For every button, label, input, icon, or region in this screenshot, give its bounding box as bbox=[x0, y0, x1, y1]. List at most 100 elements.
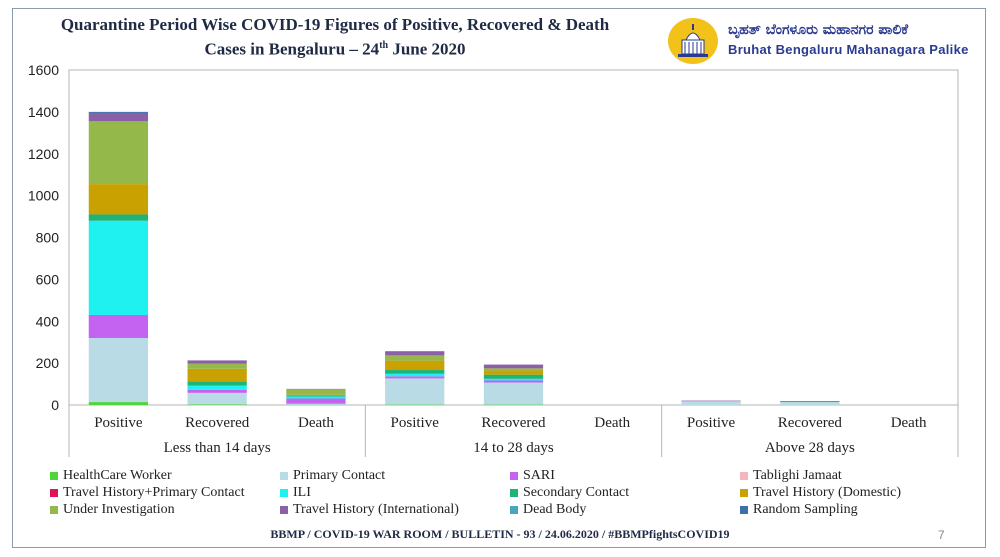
bar-segment bbox=[187, 381, 247, 386]
legend-swatch bbox=[510, 489, 518, 497]
legend-item: Travel History (International) bbox=[280, 502, 459, 518]
legend-item: Tablighi Jamaat bbox=[740, 468, 842, 484]
bar-segment bbox=[286, 396, 346, 399]
legend-swatch bbox=[280, 472, 288, 480]
bar-segment bbox=[385, 370, 445, 374]
legend-swatch bbox=[740, 472, 748, 480]
legend-label: Under Investigation bbox=[63, 502, 175, 517]
bar-segment bbox=[88, 214, 149, 221]
legend-item: HealthCare Worker bbox=[50, 468, 172, 484]
legend-item: Dead Body bbox=[510, 502, 586, 518]
y-tick-label: 1200 bbox=[28, 146, 59, 162]
bar-segment bbox=[483, 374, 544, 379]
bar-segment bbox=[681, 401, 741, 405]
x-category-label: Positive bbox=[687, 415, 736, 431]
bar-segment bbox=[88, 121, 149, 185]
bar-segment bbox=[483, 364, 544, 369]
title-line-1: Quarantine Period Wise COVID-19 Figures … bbox=[60, 15, 610, 34]
y-tick-label: 200 bbox=[36, 355, 60, 371]
bar-segment bbox=[385, 376, 445, 379]
x-category-label: Death bbox=[594, 415, 630, 431]
legend-label: Travel History (Domestic) bbox=[753, 485, 902, 500]
x-group-label: 14 to 28 days bbox=[473, 440, 554, 456]
logo-kannada-text: ಬೃಹತ್ ಬೆಂಗಳೂರು ಮಹಾನಗರ ಪಾಲಿಕೆ bbox=[728, 22, 909, 38]
legend-item: ILI bbox=[280, 485, 311, 501]
legend-swatch bbox=[280, 489, 288, 497]
legend-swatch bbox=[280, 506, 288, 514]
legend-item: Random Sampling bbox=[740, 502, 858, 518]
x-category-label: Death bbox=[298, 415, 334, 431]
bar-segment bbox=[286, 395, 346, 397]
y-tick-label: 1000 bbox=[28, 188, 59, 204]
bar-segment bbox=[780, 401, 840, 402]
legend-swatch bbox=[50, 472, 58, 480]
x-category-label: Recovered bbox=[185, 415, 250, 431]
bar-segment bbox=[385, 378, 445, 405]
bar-segment bbox=[780, 402, 840, 405]
legend-swatch bbox=[50, 506, 58, 514]
bar-segment bbox=[483, 378, 544, 381]
bar-segment bbox=[385, 360, 445, 371]
legend-label: Random Sampling bbox=[753, 502, 858, 517]
legend-label: HealthCare Worker bbox=[63, 468, 172, 483]
bar-segment bbox=[187, 404, 247, 405]
bbmp-logo: ಬೃಹತ್ ಬೆಂಗಳೂರು ಮಹಾನಗರ ಪಾಲಿಕೆ Bruhat Beng… bbox=[668, 18, 968, 64]
bar-segment bbox=[681, 400, 741, 402]
x-category-label: Recovered bbox=[481, 415, 546, 431]
legend-item: SARI bbox=[510, 468, 555, 484]
bar-segment bbox=[187, 363, 247, 369]
legend-item: Travel History+Primary Contact bbox=[50, 485, 245, 501]
bar-segment bbox=[187, 368, 247, 382]
bar-segment bbox=[483, 370, 544, 375]
bar-segment bbox=[385, 355, 445, 361]
y-tick-label: 1600 bbox=[28, 62, 59, 78]
chart-legend: HealthCare Worker Primary Contact SARI Tabl… bbox=[50, 468, 950, 520]
legend-label: ILI bbox=[293, 485, 311, 500]
footer-text: BBMP / COVID-19 WAR ROOM / BULLETIN - 93… bbox=[270, 527, 730, 541]
legend-swatch bbox=[50, 489, 58, 497]
bar-segment bbox=[286, 389, 346, 395]
legend-label: Travel History (International) bbox=[293, 502, 459, 517]
legend-item: Primary Contact bbox=[280, 468, 385, 484]
bar-segment bbox=[483, 380, 544, 383]
x-category-label: Death bbox=[891, 415, 927, 431]
x-category-label: Positive bbox=[94, 415, 143, 431]
stacked-bar-chart: 0 200 400 600 800 1000 1200 1400 1600 Positive Rec… bbox=[28, 62, 959, 457]
bar-segment bbox=[286, 398, 346, 404]
page-number: 7 bbox=[938, 528, 945, 542]
legend-swatch bbox=[510, 472, 518, 480]
bar-segment bbox=[385, 373, 445, 377]
bar-segment bbox=[187, 392, 247, 405]
bar-segment bbox=[483, 382, 544, 405]
plot-area-border bbox=[68, 69, 959, 406]
bar-segment bbox=[88, 220, 149, 315]
legend-label: Primary Contact bbox=[293, 468, 386, 483]
legend-swatch bbox=[510, 506, 518, 514]
bar-segment bbox=[88, 402, 149, 405]
bar-segment bbox=[187, 389, 247, 393]
legend-label: Dead Body bbox=[523, 502, 587, 517]
x-category-label: Recovered bbox=[778, 415, 843, 431]
y-tick-label: 0 bbox=[51, 397, 59, 413]
legend-swatch bbox=[740, 489, 748, 497]
logo-english-text: Bruhat Bengaluru Mahanagara Palike bbox=[728, 42, 969, 57]
title-line-2: Cases in Bengaluru – 24th June 2020 bbox=[204, 39, 466, 59]
legend-swatch bbox=[740, 506, 748, 514]
legend-label: Travel History+Primary Contact bbox=[63, 485, 245, 500]
legend-item: Secondary Contact bbox=[510, 485, 629, 501]
legend-item: Travel History (Domestic) bbox=[740, 485, 901, 501]
bar-segment bbox=[286, 394, 346, 396]
chart-title: Quarantine Period Wise COVID-19 Figures … bbox=[40, 14, 630, 60]
bar-segment bbox=[286, 403, 346, 405]
vidhana-soudha-emblem-icon bbox=[668, 18, 718, 64]
bar-segment bbox=[88, 338, 149, 403]
legend-item: Under Investigation bbox=[50, 502, 175, 518]
slide-frame bbox=[12, 8, 986, 548]
y-tick-label: 600 bbox=[36, 271, 60, 287]
bar-segment bbox=[385, 351, 445, 356]
legend-label: Secondary Contact bbox=[523, 485, 630, 500]
x-category-label: Positive bbox=[391, 415, 440, 431]
bar-segment bbox=[88, 111, 149, 113]
bar-segment bbox=[187, 385, 247, 390]
legend-label: SARI bbox=[523, 468, 555, 483]
